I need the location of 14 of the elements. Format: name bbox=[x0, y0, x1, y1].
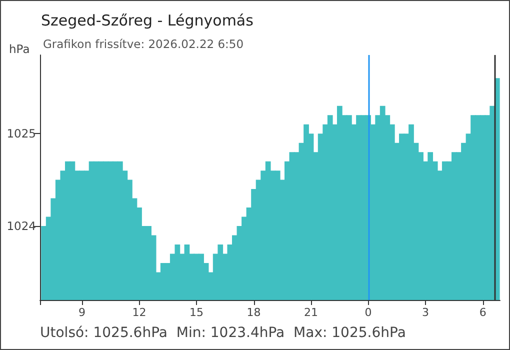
y-axis-title: hPa bbox=[9, 42, 30, 56]
x-tick-label: 18 bbox=[246, 306, 261, 319]
x-tick-label: 21 bbox=[304, 306, 318, 319]
chart-title: Szeged-Szőreg - Légnyomás bbox=[41, 12, 254, 30]
x-tick-label: 15 bbox=[190, 306, 204, 319]
x-tick-label: 12 bbox=[132, 306, 146, 319]
y-tick-label: 1025 bbox=[6, 126, 36, 141]
x-tick-label: 3 bbox=[422, 306, 430, 319]
x-tick-label: 0 bbox=[364, 306, 372, 319]
x-tick-label: 6 bbox=[479, 306, 486, 319]
x-tick-label: 9 bbox=[78, 306, 86, 319]
chart-subtitle: Grafikon frissítve: 2026.02.22 6:50 bbox=[43, 37, 244, 51]
y-tick-label: 1024 bbox=[6, 219, 36, 234]
text: Utolsó: 1025.6hPa Min: 1023.4hPa Max: 1025.6hPa bbox=[40, 325, 406, 341]
